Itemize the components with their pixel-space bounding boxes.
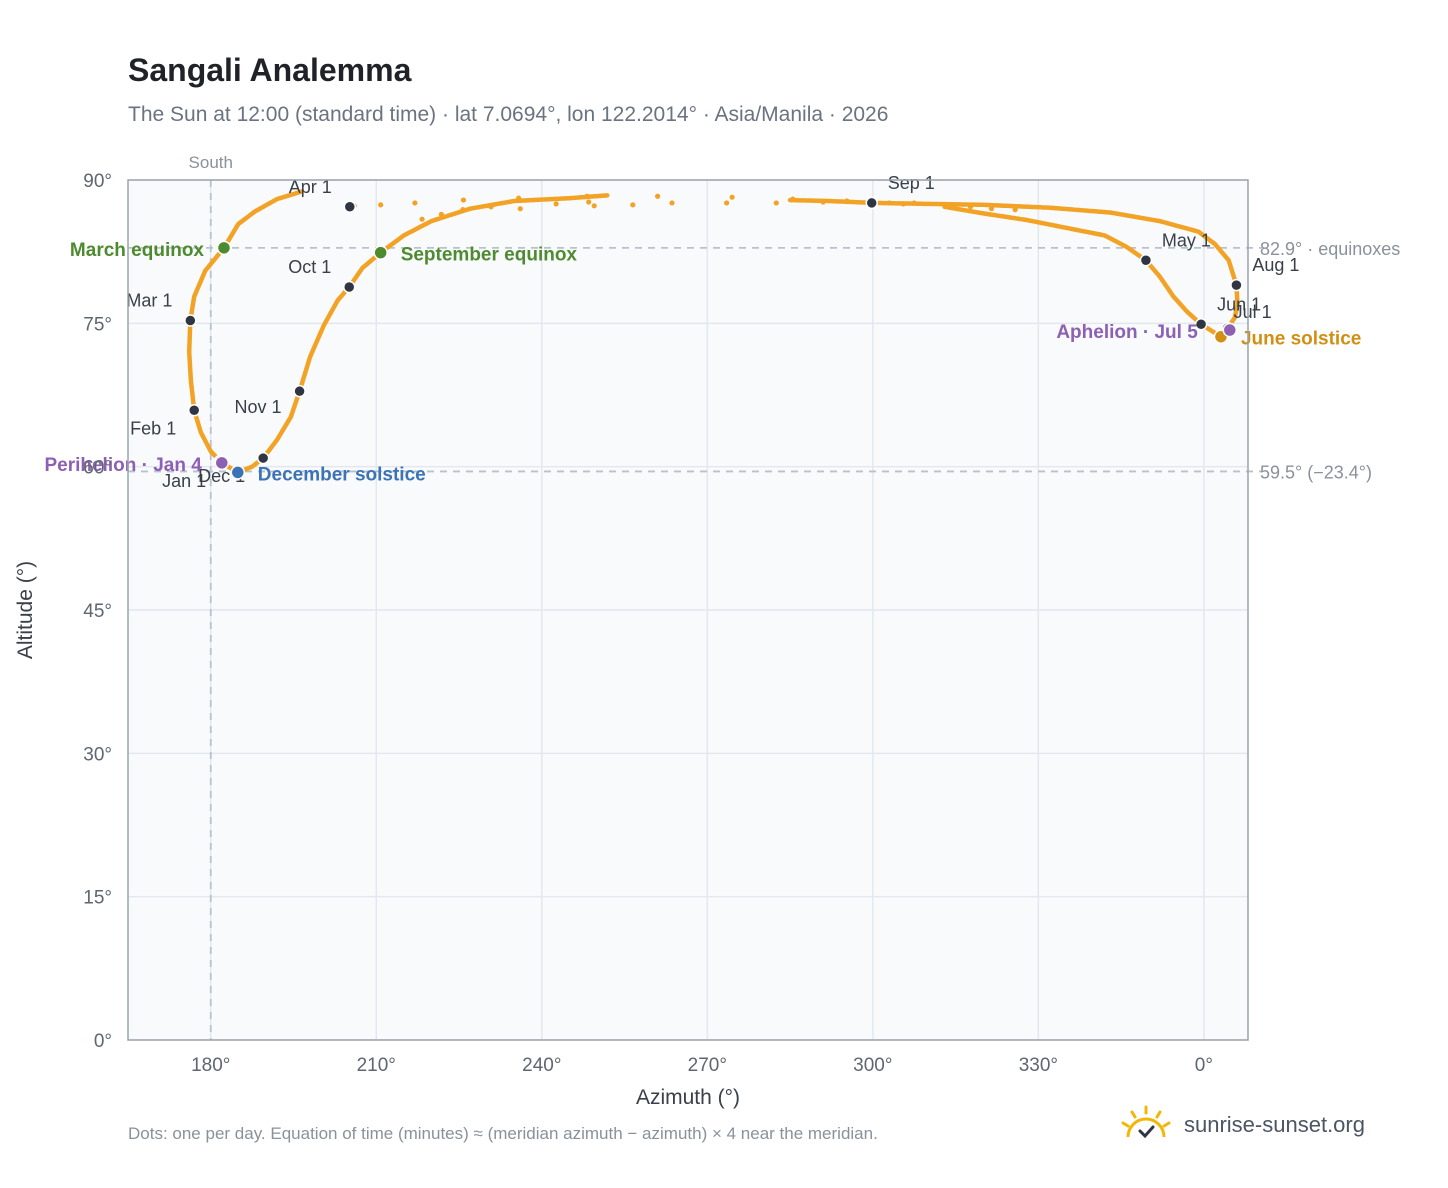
reference-altitude-label: 59.5° (−23.4°) [1260, 462, 1372, 482]
y-tick-label: 45° [83, 601, 112, 622]
y-tick-label: 15° [83, 888, 112, 909]
event-marker [373, 245, 388, 260]
daily-dot [488, 204, 494, 210]
daily-dot [967, 204, 974, 210]
event-label: Perihelion · Jan 4 [44, 455, 202, 476]
y-tick-label: 75° [83, 314, 112, 335]
month-marker-label: Feb 1 [130, 418, 176, 438]
month-marker-label: May 1 [1162, 230, 1211, 250]
daily-dot [844, 198, 850, 204]
x-tick-label: 330° [1019, 1055, 1058, 1076]
daily-dot [655, 193, 661, 199]
event-label: Aphelion · Jul 5 [1056, 322, 1198, 343]
daily-dot [460, 207, 466, 213]
daily-dot [584, 193, 590, 199]
y-tick-label: 90° [83, 171, 112, 192]
daily-dot [773, 200, 779, 206]
month-marker [1230, 278, 1243, 292]
daily-dot [438, 211, 444, 217]
footnote: Dots: one per day. Equation of time (min… [128, 1124, 878, 1143]
daily-dot [630, 202, 636, 208]
x-axis-label: Azimuth (°) [636, 1086, 740, 1109]
daily-dot [516, 195, 522, 201]
month-marker-label: Jun 1 [1217, 294, 1261, 314]
event-label: March equinox [70, 240, 205, 261]
month-marker-label: Nov 1 [235, 397, 282, 417]
month-marker-label: Mar 1 [126, 290, 172, 310]
event-label: September equinox [401, 245, 578, 266]
month-marker [256, 451, 270, 465]
x-tick-label: 0° [1195, 1055, 1213, 1076]
event-marker [1222, 322, 1238, 338]
month-marker [184, 314, 197, 327]
daily-path-south-loop [186, 189, 611, 475]
month-marker [342, 280, 356, 294]
x-tick-label: 180° [191, 1055, 230, 1076]
plot-frame [127, 179, 1249, 1041]
daily-dot [586, 199, 592, 205]
daily-dot [1012, 207, 1018, 213]
month-marker [187, 404, 201, 417]
daily-dot [553, 201, 559, 207]
sun-logo-icon [1121, 1105, 1171, 1139]
event-markers: March equinox September equinox December s… [44, 240, 1361, 486]
daily-dot [378, 202, 384, 208]
daily-dot [669, 200, 675, 206]
daily-dot [944, 203, 950, 209]
y-tick-label: 0° [94, 1031, 112, 1052]
event-marker [216, 240, 232, 256]
month-marker-label: Aug 1 [1252, 255, 1299, 275]
y-axis-label: Altitude (°) [14, 561, 37, 659]
daily-dot [988, 206, 995, 212]
brand-name[interactable]: sunrise-sunset.org [1184, 1112, 1365, 1137]
month-marker [343, 200, 357, 214]
month-marker-label: Jan 1 [162, 471, 206, 491]
month-marker-label: Oct 1 [288, 257, 331, 277]
reference-lines: South 82.9° · equinoxes 59.5° (−23.4°) [128, 153, 1400, 1040]
x-tick-label: 270° [688, 1055, 727, 1076]
y-tick-label: 30° [83, 744, 112, 765]
reference-altitude-label: 82.9° · equinoxes [1260, 239, 1400, 259]
daily-dot [820, 199, 826, 205]
daily-dot [900, 201, 906, 207]
month-marker [1139, 254, 1153, 267]
x-tick-label: 210° [357, 1055, 396, 1076]
y-tick-label: 60° [83, 458, 112, 479]
daily-dot [724, 200, 730, 206]
daily-dot [419, 216, 425, 222]
brand-logo[interactable]: sunrise-sunset.org [1120, 1102, 1365, 1148]
daily-path-north-loop [787, 197, 1240, 339]
axis-ticks: 180° 210° 240° 270° 300° 330° 0° 0° 15° 30° 45° 60°… [83, 171, 1213, 1076]
x-tick-label: 240° [522, 1055, 561, 1076]
daily-dot [517, 206, 523, 212]
daily-dot [790, 196, 796, 202]
daily-dot [886, 200, 892, 206]
daily-dot [591, 203, 597, 209]
chart-title: Sangali Analemma [128, 52, 412, 88]
daily-sun-path [186, 189, 1240, 475]
chart-subtitle: The Sun at 12:00 (standard time) · lat 7… [128, 103, 889, 126]
south-label: South [189, 153, 233, 172]
month-marker [865, 196, 878, 210]
daily-dot [460, 197, 467, 203]
daily-dot [412, 200, 418, 206]
month-marker-label: Apr 1 [289, 177, 332, 197]
event-label: December solstice [258, 464, 426, 485]
daily-dot [729, 194, 735, 200]
month-marker-label: Sep 1 [888, 173, 935, 193]
month-marker [293, 384, 306, 398]
event-marker [214, 455, 230, 471]
event-label: June solstice [1241, 329, 1361, 350]
x-tick-label: 300° [853, 1055, 892, 1076]
event-marker [230, 465, 246, 480]
month-marker [1194, 318, 1208, 331]
daily-dot [911, 200, 917, 206]
month-marker-label: Jul 1 [1234, 302, 1272, 322]
